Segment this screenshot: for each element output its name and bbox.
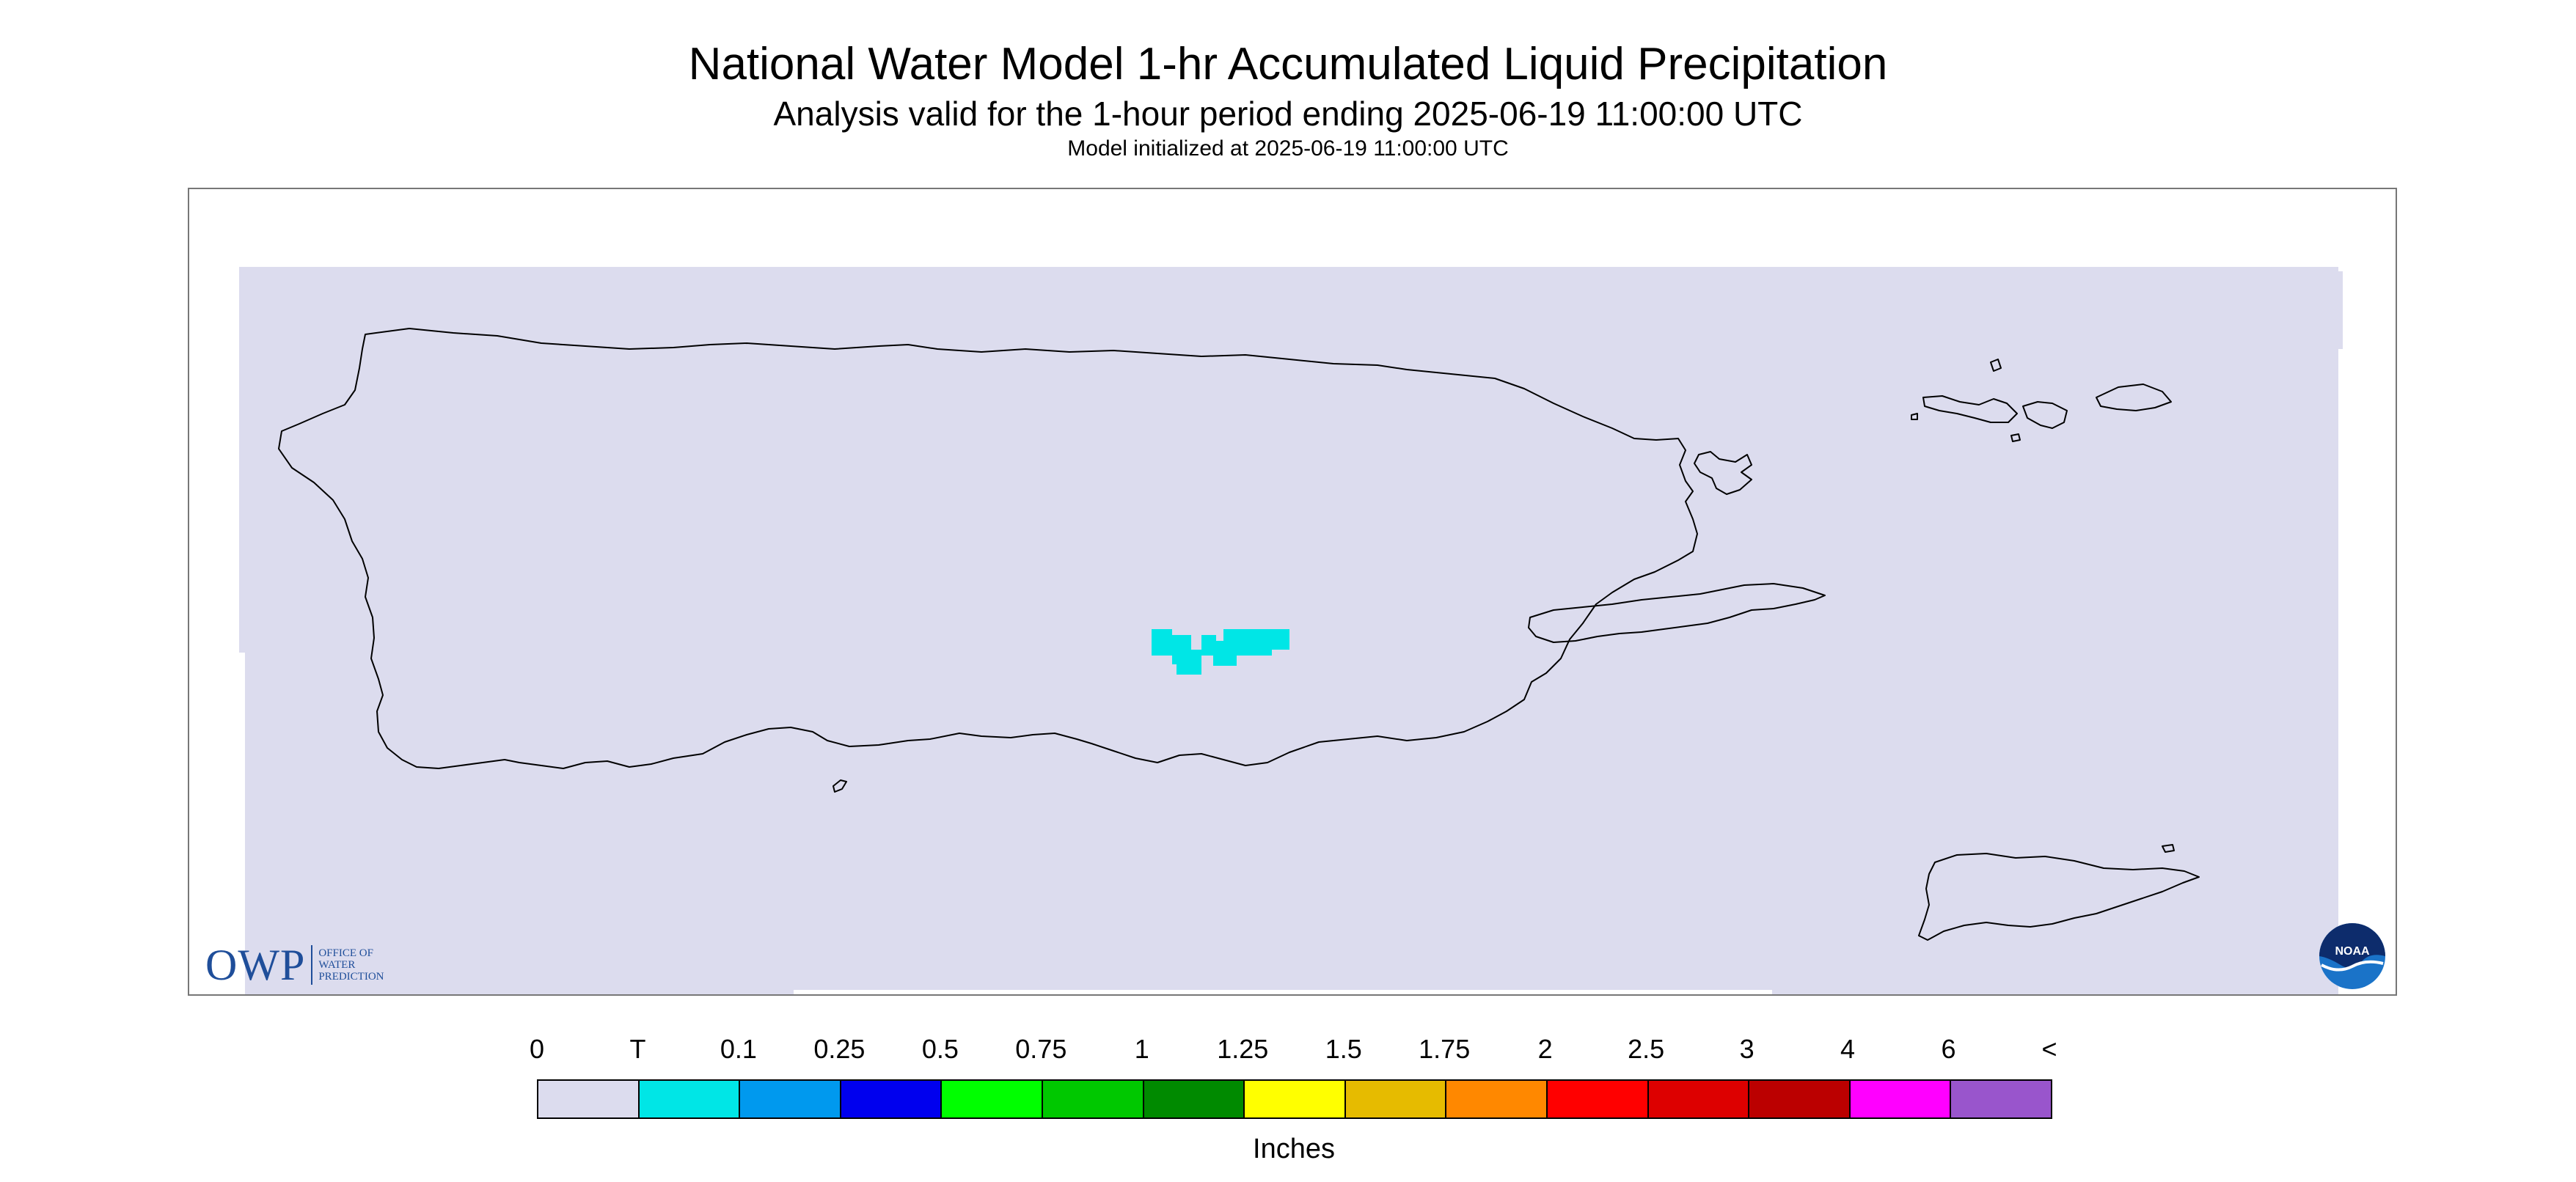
small-islet-coastline xyxy=(2162,844,2175,853)
legend-tick-label: 1.25 xyxy=(1217,1034,1269,1064)
legend-swatch xyxy=(1547,1081,1649,1117)
small-islet-coastline xyxy=(1990,359,2002,372)
legend-swatch xyxy=(1144,1081,1245,1117)
owp-logo-line: Prediction xyxy=(318,971,384,983)
noaa-logo-text: NOAA xyxy=(2335,945,2370,958)
legend-tick-label: 0.25 xyxy=(813,1034,866,1064)
map-subtitle: Analysis valid for the 1-hour period end… xyxy=(773,95,1803,133)
legend-swatch xyxy=(639,1081,741,1117)
legend-swatch xyxy=(942,1081,1043,1117)
legend-swatch xyxy=(740,1081,841,1117)
small-islet-coastline xyxy=(1911,413,1918,420)
legend-tick-label: 1 xyxy=(1134,1034,1149,1064)
noaa-logo: NOAA xyxy=(2319,923,2385,989)
legend-swatch xyxy=(841,1081,943,1117)
owp-logo: OWP Office of Water Prediction xyxy=(205,943,384,987)
legend-colorbar xyxy=(537,1079,2052,1119)
legend-tick-label: 6 xyxy=(1941,1034,1956,1064)
precip-legend: 0 T 0.1 0.25 0.5 0.75 1 1.25 1.5 1.75 2 2.5 3 4 6 < Inc… xyxy=(530,1034,2057,1181)
owp-logo-mark: OWP xyxy=(205,941,306,989)
precip-trace-area xyxy=(1152,629,1289,675)
puerto-rico-coastline xyxy=(278,328,1698,769)
model-init-text: Model initialized at 2025-06-19 11:00:00… xyxy=(1067,136,1509,161)
legend-swatch xyxy=(1951,1081,2051,1117)
legend-tick-label: < xyxy=(2041,1034,2057,1064)
st-thomas-coastline xyxy=(1922,395,2018,423)
legend-tick-label: 0 xyxy=(529,1034,545,1064)
legend-swatch xyxy=(538,1081,640,1117)
legend-tick-label: 1.5 xyxy=(1325,1034,1362,1064)
tortola-coastline xyxy=(2096,383,2172,411)
map-frame: OWP Office of Water Prediction NOAA xyxy=(188,188,2397,996)
legend-swatch xyxy=(1446,1081,1548,1117)
owp-logo-line: Office of xyxy=(318,947,373,959)
caja-de-muertos-coastline xyxy=(833,779,847,793)
legend-tick-label: 0.5 xyxy=(921,1034,959,1064)
owp-logo-line: Water xyxy=(318,959,356,971)
map-title: National Water Model 1-hr Accumulated Li… xyxy=(688,39,1888,89)
culebra-coastline xyxy=(1694,451,1752,495)
legend-swatch xyxy=(1850,1081,1952,1117)
legend-swatch xyxy=(1749,1081,1851,1117)
legend-tick-label: 4 xyxy=(1840,1034,1856,1064)
legend-units: Inches xyxy=(1253,1134,1335,1164)
legend-swatch xyxy=(1648,1081,1750,1117)
legend-tick-label: 3 xyxy=(1739,1034,1754,1064)
owp-logo-divider xyxy=(311,945,313,985)
precip-field-background xyxy=(239,267,2343,994)
small-islet-coastline xyxy=(2010,433,2021,442)
legend-tick-label: 2.5 xyxy=(1628,1034,1665,1064)
st-croix-coastline xyxy=(1918,853,2200,941)
legend-swatch xyxy=(1245,1081,1346,1117)
legend-tick-label: 2 xyxy=(1537,1034,1553,1064)
legend-swatch xyxy=(1345,1081,1447,1117)
legend-tick-label: 0.1 xyxy=(720,1034,757,1064)
legend-tick-label: T xyxy=(629,1034,646,1064)
vieques-coastline xyxy=(1528,583,1826,643)
legend-tick-label: 0.75 xyxy=(1015,1034,1067,1064)
st-john-coastline xyxy=(2022,401,2068,429)
legend-tick-label: 1.75 xyxy=(1419,1034,1471,1064)
legend-swatch xyxy=(1042,1081,1144,1117)
map-canvas xyxy=(239,267,2343,994)
owp-logo-text: Office of Water Prediction xyxy=(318,947,384,983)
